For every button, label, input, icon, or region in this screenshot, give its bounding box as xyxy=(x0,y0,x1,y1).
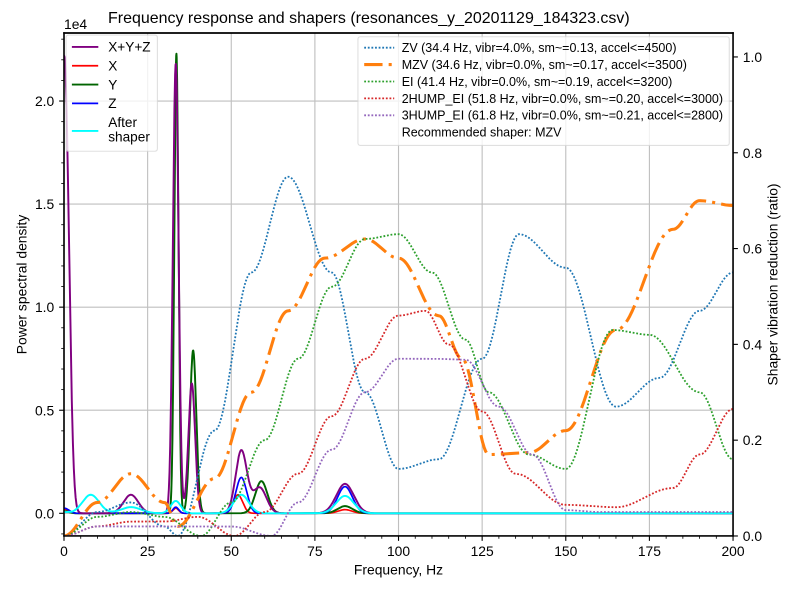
svg-text:0.5: 0.5 xyxy=(35,402,55,418)
svg-text:50: 50 xyxy=(224,543,240,559)
svg-text:0.2: 0.2 xyxy=(743,432,763,448)
svg-text:2.0: 2.0 xyxy=(35,93,55,109)
svg-text:125: 125 xyxy=(471,543,494,559)
svg-text:100: 100 xyxy=(387,543,410,559)
svg-text:Recommended shaper: MZV: Recommended shaper: MZV xyxy=(402,126,562,140)
svg-text:EI (41.4 Hz, vibr=0.0%, sm~=0.: EI (41.4 Hz, vibr=0.0%, sm~=0.19, accel<… xyxy=(402,75,673,89)
svg-text:25: 25 xyxy=(140,543,156,559)
svg-text:0: 0 xyxy=(60,543,68,559)
svg-text:Z: Z xyxy=(108,96,116,111)
svg-text:Frequency response and shapers: Frequency response and shapers (resonanc… xyxy=(108,10,630,27)
svg-text:Frequency, Hz: Frequency, Hz xyxy=(354,561,443,577)
svg-text:150: 150 xyxy=(554,543,577,559)
svg-text:0.4: 0.4 xyxy=(743,336,763,352)
svg-text:175: 175 xyxy=(638,543,661,559)
svg-text:Power spectral density: Power spectral density xyxy=(14,215,30,355)
svg-text:shaper: shaper xyxy=(108,130,150,145)
svg-text:X: X xyxy=(108,59,117,74)
svg-text:Y: Y xyxy=(108,77,117,92)
svg-text:3HUMP_EI (61.8 Hz, vibr=0.0%,: 3HUMP_EI (61.8 Hz, vibr=0.0%, sm~=0.21, … xyxy=(402,109,723,123)
svg-text:MZV (34.6 Hz, vibr=0.0%, sm~=0: MZV (34.6 Hz, vibr=0.0%, sm~=0.17, accel… xyxy=(402,58,687,72)
svg-text:After: After xyxy=(108,115,137,130)
svg-text:Shaper vibration reduction (ra: Shaper vibration reduction (ratio) xyxy=(765,183,781,385)
svg-text:1.5: 1.5 xyxy=(35,196,55,212)
svg-text:X+Y+Z: X+Y+Z xyxy=(108,40,150,55)
svg-text:0.0: 0.0 xyxy=(35,505,55,521)
svg-text:75: 75 xyxy=(307,543,323,559)
svg-text:2HUMP_EI (51.8 Hz, vibr=0.0%,: 2HUMP_EI (51.8 Hz, vibr=0.0%, sm~=0.20, … xyxy=(402,92,723,106)
svg-text:1.0: 1.0 xyxy=(35,299,55,315)
svg-text:200: 200 xyxy=(721,543,744,559)
svg-text:ZV (34.4 Hz, vibr=4.0%, sm~=0.: ZV (34.4 Hz, vibr=4.0%, sm~=0.13, accel<… xyxy=(402,41,677,55)
svg-text:1.0: 1.0 xyxy=(743,49,763,65)
svg-text:1e4: 1e4 xyxy=(64,16,87,32)
svg-text:0.0: 0.0 xyxy=(743,528,763,544)
svg-text:0.8: 0.8 xyxy=(743,145,763,161)
svg-text:0.6: 0.6 xyxy=(743,241,763,257)
